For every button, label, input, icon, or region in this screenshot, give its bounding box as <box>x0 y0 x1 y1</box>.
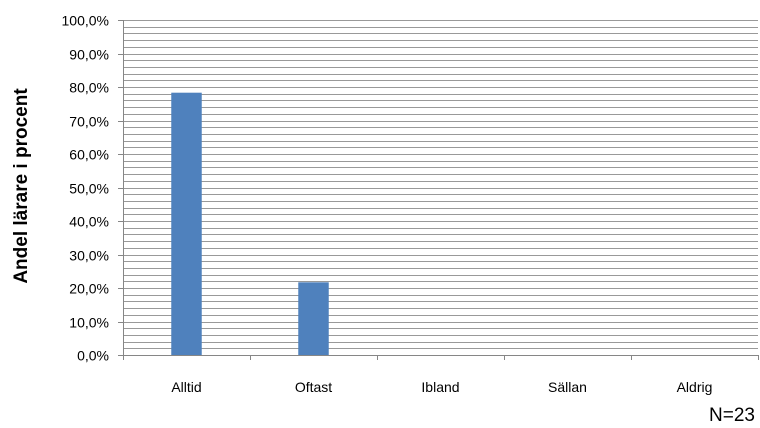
y-axis-label: Andel lärare i procent <box>11 88 32 284</box>
y-tick-label: 70,0% <box>69 114 109 130</box>
y-tick-label: 50,0% <box>69 181 109 197</box>
y-tick-label: 20,0% <box>69 281 109 297</box>
y-tick-label: 30,0% <box>69 248 109 264</box>
y-tick-label: 10,0% <box>69 315 109 331</box>
gridlines <box>123 20 758 349</box>
bar-oftast <box>298 282 329 355</box>
x-tick-label: Aldrig <box>677 379 713 395</box>
x-tick-label: Sällan <box>548 379 587 395</box>
sample-size-note: N=23 <box>709 405 755 426</box>
x-tick-labels: Alltid Oftast Ibland Sällan Aldrig <box>171 379 712 395</box>
x-tick-label: Alltid <box>171 379 201 395</box>
bar-alltid <box>171 92 202 355</box>
bars <box>171 92 329 355</box>
x-tick-label: Oftast <box>295 379 332 395</box>
axes <box>118 20 759 360</box>
y-tick-labels: 0,0% 10,0% 20,0% 30,0% 40,0% 50,0% 60,0% 70,0% 8… <box>62 13 109 364</box>
y-tick-label: 90,0% <box>69 47 109 63</box>
y-tick-label: 40,0% <box>69 214 109 230</box>
x-tick-label: Ibland <box>421 379 459 395</box>
y-tick-label: 0,0% <box>77 348 109 364</box>
y-tick-label: 80,0% <box>69 80 109 96</box>
y-tick-label: 60,0% <box>69 147 109 163</box>
y-tick-label: 100,0% <box>62 13 109 29</box>
